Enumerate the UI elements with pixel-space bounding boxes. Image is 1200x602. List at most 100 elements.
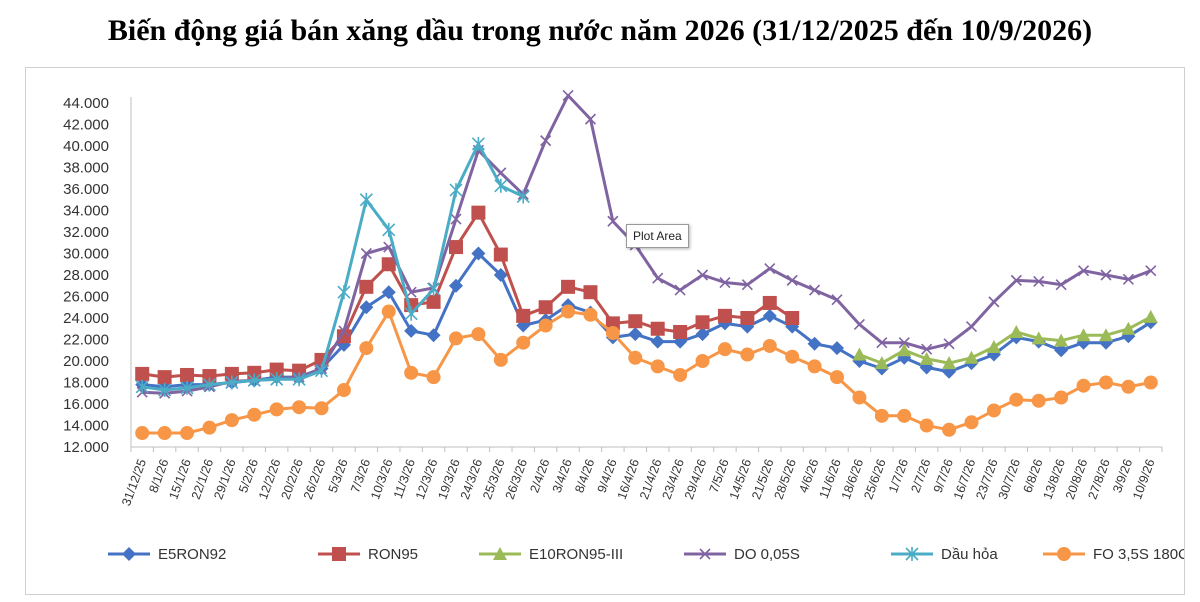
point-ron95: [740, 311, 755, 325]
point-ron95: [605, 316, 620, 331]
point-d-u-h-a: [382, 222, 396, 237]
point-e5ron92: [695, 327, 710, 342]
point-do-0-05s: [965, 321, 978, 333]
point-e10ron95-iii: [1031, 331, 1046, 345]
y-tick-label: 14.000: [63, 418, 109, 435]
point-d-u-h-a: [247, 373, 261, 388]
point-do-0-05s: [719, 276, 731, 289]
y-tick-label: 32.000: [63, 224, 109, 241]
point-e5ron92: [1054, 343, 1069, 358]
point-d-u-h-a: [494, 178, 508, 193]
point-do-0-05s: [450, 213, 462, 225]
point-e10ron95-iii: [1009, 324, 1024, 338]
point-ron95: [538, 300, 553, 315]
point-do-0-05s: [1145, 265, 1157, 277]
point-e10ron95-iii: [1076, 328, 1091, 342]
point-e5ron92: [404, 323, 419, 338]
y-tick-label: 30.000: [63, 246, 109, 263]
point-ron95: [695, 315, 710, 330]
point-e5ron92: [359, 300, 374, 315]
point-e5ron92: [830, 341, 845, 356]
x-tick-label: 7/5/26: [707, 457, 732, 494]
series-line-ron95: [141, 211, 794, 379]
legend-marker-fo-3-5s-180cst: [1057, 547, 1071, 561]
y-tick-label: 22.000: [63, 332, 109, 349]
point-fo-3-5s-180cst: [650, 359, 665, 374]
point-fo-3-5s-180cst: [292, 400, 307, 415]
point-fo-3-5s-180cst: [493, 352, 508, 367]
point-fo-3-5s-180cst: [180, 426, 195, 441]
y-tick-label: 16.000: [63, 396, 109, 413]
legend-label-do-0-05s: DO 0,05S: [734, 546, 800, 563]
point-e10ron95-iii: [1098, 328, 1113, 342]
legend-marker-ron95: [332, 547, 346, 561]
point-fo-3-5s-180cst: [269, 402, 284, 417]
point-do-0-05s: [495, 167, 507, 179]
point-ron95: [471, 205, 486, 220]
point-d-u-h-a: [135, 379, 149, 394]
point-do-0-05s: [652, 272, 664, 284]
x-tick-label: 9/7/26: [931, 457, 956, 494]
point-ron95: [135, 366, 150, 381]
legend-label-fo-3-5s-180cst: FO 3,5S 180CST: [1093, 546, 1184, 563]
point-fo-3-5s-180cst: [314, 401, 329, 416]
point-d-u-h-a: [427, 281, 441, 296]
point-fo-3-5s-180cst: [1076, 378, 1091, 393]
legend-marker-d-u-h-a: [905, 547, 919, 561]
point-e10ron95-iii: [964, 350, 979, 364]
x-tick-label: 3/4/26: [550, 457, 575, 494]
point-d-u-h-a: [292, 372, 306, 387]
point-ron95: [180, 367, 195, 382]
point-do-0-05s: [1010, 274, 1022, 286]
point-do-0-05s: [853, 318, 865, 331]
point-fo-3-5s-180cst: [1098, 375, 1113, 390]
point-fo-3-5s-180cst: [673, 367, 688, 382]
point-do-0-05s: [338, 325, 350, 337]
point-e10ron95-iii: [986, 340, 1001, 354]
point-e5ron92: [650, 334, 665, 349]
y-tick-label: 12.000: [63, 439, 109, 456]
point-fo-3-5s-180cst: [247, 407, 262, 422]
point-e5ron92: [448, 278, 463, 293]
point-do-0-05s: [831, 294, 843, 306]
point-fo-3-5s-180cst: [224, 413, 239, 428]
point-fo-3-5s-180cst: [762, 338, 777, 353]
y-tick-label: 26.000: [63, 289, 109, 306]
point-fo-3-5s-180cst: [628, 350, 643, 365]
point-fo-3-5s-180cst: [919, 418, 934, 433]
point-fo-3-5s-180cst: [964, 415, 979, 430]
y-tick-label: 40.000: [63, 138, 109, 155]
point-ron95: [157, 370, 172, 385]
point-fo-3-5s-180cst: [336, 383, 351, 398]
y-tick-label: 42.000: [63, 117, 109, 134]
y-tick-label: 36.000: [63, 181, 109, 198]
x-tick-label: 2/7/26: [908, 457, 933, 494]
legend-label-ron95: RON95: [368, 546, 418, 563]
point-fo-3-5s-180cst: [740, 347, 755, 362]
x-tick-label: 9/4/26: [595, 457, 620, 494]
point-do-0-05s: [1077, 265, 1090, 277]
x-tick-label: 5/2/26: [236, 457, 261, 494]
point-do-0-05s: [988, 296, 1000, 308]
point-d-u-h-a: [158, 383, 172, 398]
point-d-u-h-a: [516, 189, 530, 204]
point-do-0-05s: [921, 343, 933, 355]
point-do-0-05s: [562, 89, 574, 102]
point-fo-3-5s-180cst: [426, 370, 441, 385]
y-tick-label: 34.000: [63, 203, 109, 220]
point-fo-3-5s-180cst: [852, 390, 867, 405]
x-tick-label: 1/7/26: [886, 457, 911, 494]
point-fo-3-5s-180cst: [1121, 379, 1136, 394]
point-d-u-h-a: [471, 136, 485, 151]
point-fo-3-5s-180cst: [897, 408, 912, 423]
point-fo-3-5s-180cst: [471, 327, 486, 342]
point-e10ron95-iii: [852, 347, 867, 361]
legend-label-e10ron95-iii: E10RON95-III: [529, 546, 623, 563]
y-tick-label: 18.000: [63, 375, 109, 392]
x-tick-label: 3/9/26: [1110, 457, 1135, 494]
point-fo-3-5s-180cst: [359, 341, 374, 356]
point-ron95: [717, 308, 732, 323]
point-ron95: [762, 295, 777, 310]
point-ron95: [202, 369, 217, 384]
point-fo-3-5s-180cst: [381, 304, 396, 319]
